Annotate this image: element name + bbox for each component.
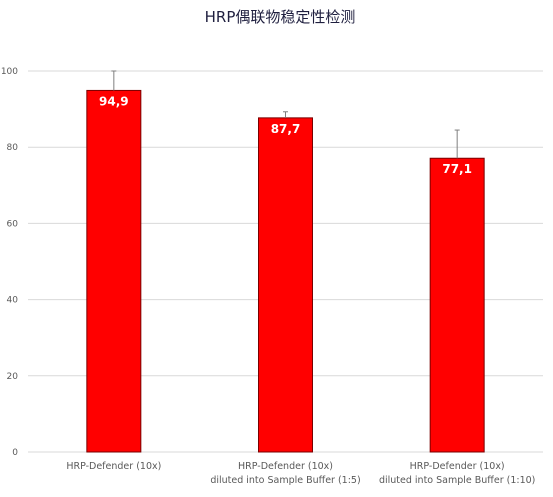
y-tick-label: 100 (1, 67, 18, 77)
x-category-label: HRP-Defender (10x) (66, 461, 161, 472)
x-category-label: HRP-Defender (10x) (238, 461, 333, 472)
y-tick-label: 80 (7, 143, 19, 153)
bar (258, 117, 313, 453)
data-label: 94,9 (99, 94, 129, 108)
x-category-label: diluted into Sample Buffer (1:5) (210, 475, 360, 486)
y-tick-label: 20 (7, 372, 19, 382)
bars: 94,9 87,7 77,1 (86, 70, 485, 453)
bar (429, 157, 485, 453)
data-label: 77,1 (442, 162, 472, 176)
x-category-label: diluted into Sample Buffer (1:10) (379, 475, 535, 486)
y-tick-label: 0 (12, 448, 18, 458)
x-category-label: HRP-Defender (10x) (410, 461, 505, 472)
bar (86, 89, 142, 453)
y-tick-label: 60 (7, 219, 19, 229)
x-axis-labels: HRP-Defender (10x) HRP-Defender (10x) dilu… (66, 461, 535, 486)
data-label: 87,7 (271, 122, 301, 136)
chart-title: HRP偶联物稳定性检测 (205, 8, 356, 26)
y-tick-label: 40 (7, 296, 19, 306)
y-axis-ticks: 0 20 40 60 80 100 (1, 67, 18, 458)
